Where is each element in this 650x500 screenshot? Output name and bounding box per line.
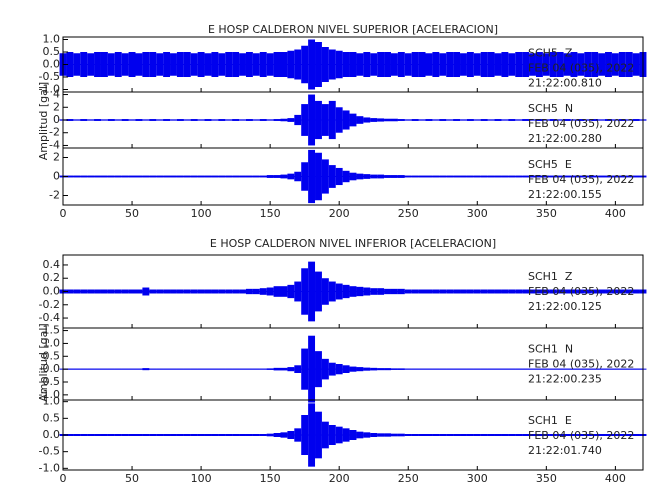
- subplot-frame: [62, 399, 644, 471]
- y-tick-label: -4: [49, 138, 60, 151]
- x-tick-label: 0: [60, 207, 67, 220]
- x-tick-label: 350: [536, 207, 557, 220]
- date-label: FEB 04 (035), 2022: [528, 429, 634, 442]
- chart-title: E HOSP CALDERON NIVEL SUPERIOR [ACELERAC…: [208, 23, 498, 36]
- y-tick-label: 0.0: [43, 58, 61, 71]
- y-tick-label: -0.5: [39, 375, 60, 388]
- y-tick-label: 0.5: [43, 349, 61, 362]
- y-tick-label: -0.5: [39, 445, 60, 458]
- y-tick-label: 0: [53, 113, 60, 126]
- x-tick-label: 250: [398, 207, 419, 220]
- x-tick-label: 150: [260, 207, 281, 220]
- x-tick-label: 200: [329, 472, 350, 485]
- time-label: 21:22:00.280: [528, 132, 602, 145]
- time-label: 21:22:00.155: [528, 188, 602, 201]
- y-tick-label: 1.0: [43, 336, 61, 349]
- y-tick-label: -1.0: [39, 83, 60, 96]
- station-label: SCH1 E: [528, 414, 572, 427]
- x-tick-label: 400: [605, 207, 626, 220]
- y-axis-label: Amplitud [gal]: [37, 82, 50, 160]
- x-tick-label: 150: [260, 472, 281, 485]
- station-label: SCH1 N: [528, 343, 573, 356]
- y-tick-label: 1.0: [43, 33, 61, 46]
- time-label: 21:22:00.810: [528, 77, 602, 90]
- y-tick-label: 0.4: [43, 258, 61, 271]
- station-label: SCH5 Z: [528, 47, 573, 60]
- y-tick-label: 0.0: [43, 428, 61, 441]
- x-tick-label: 100: [191, 472, 212, 485]
- date-label: FEB 04 (035), 2022: [528, 62, 634, 75]
- y-tick-label: 0.0: [43, 285, 61, 298]
- y-tick-label: 0.0: [43, 362, 61, 375]
- chart-title: E HOSP CALDERON NIVEL INFERIOR [ACELERAC…: [210, 237, 496, 250]
- x-tick-label: 250: [398, 472, 419, 485]
- station-label: SCH1 Z: [528, 270, 573, 283]
- x-tick-label: 0: [60, 472, 67, 485]
- y-tick-label: -2: [49, 189, 60, 202]
- x-tick-label: 200: [329, 207, 350, 220]
- date-label: FEB 04 (035), 2022: [528, 173, 634, 186]
- time-label: 21:22:00.125: [528, 300, 602, 313]
- time-label: 21:22:00.235: [528, 373, 602, 386]
- station-label: SCH5 E: [528, 158, 572, 171]
- date-label: FEB 04 (035), 2022: [528, 285, 634, 298]
- x-tick-label: 50: [125, 207, 139, 220]
- subplot-frame: [62, 147, 644, 206]
- date-label: FEB 04 (035), 2022: [528, 117, 634, 130]
- x-tick-label: 100: [191, 207, 212, 220]
- y-tick-label: 2: [53, 151, 60, 164]
- y-tick-label: 2: [53, 100, 60, 113]
- x-tick-label: 350: [536, 472, 557, 485]
- y-axis-label: Amplitud [gal]: [37, 323, 50, 401]
- y-tick-label: 1.5: [43, 324, 61, 337]
- x-tick-label: 300: [467, 472, 488, 485]
- y-tick-label: -0.5: [39, 70, 60, 83]
- y-tick-label: 0.2: [43, 271, 61, 284]
- x-tick-label: 50: [125, 472, 139, 485]
- y-tick-label: 0: [53, 170, 60, 183]
- y-tick-label: 1.0: [43, 395, 61, 408]
- station-label: SCH5 N: [528, 102, 573, 115]
- x-tick-label: 400: [605, 472, 626, 485]
- y-tick-label: -1.0: [39, 461, 60, 474]
- y-tick-label: 0.5: [43, 45, 61, 58]
- y-tick-label: -2: [49, 126, 60, 139]
- time-label: 21:22:01.740: [528, 444, 602, 457]
- date-label: FEB 04 (035), 2022: [528, 358, 634, 371]
- y-tick-label: -1.0: [39, 388, 60, 401]
- x-tick-label: 300: [467, 207, 488, 220]
- y-tick-label: 0.5: [43, 411, 61, 424]
- y-tick-label: 4: [53, 88, 60, 101]
- y-tick-label: -0.2: [39, 298, 60, 311]
- y-tick-label: -0.4: [39, 311, 60, 324]
